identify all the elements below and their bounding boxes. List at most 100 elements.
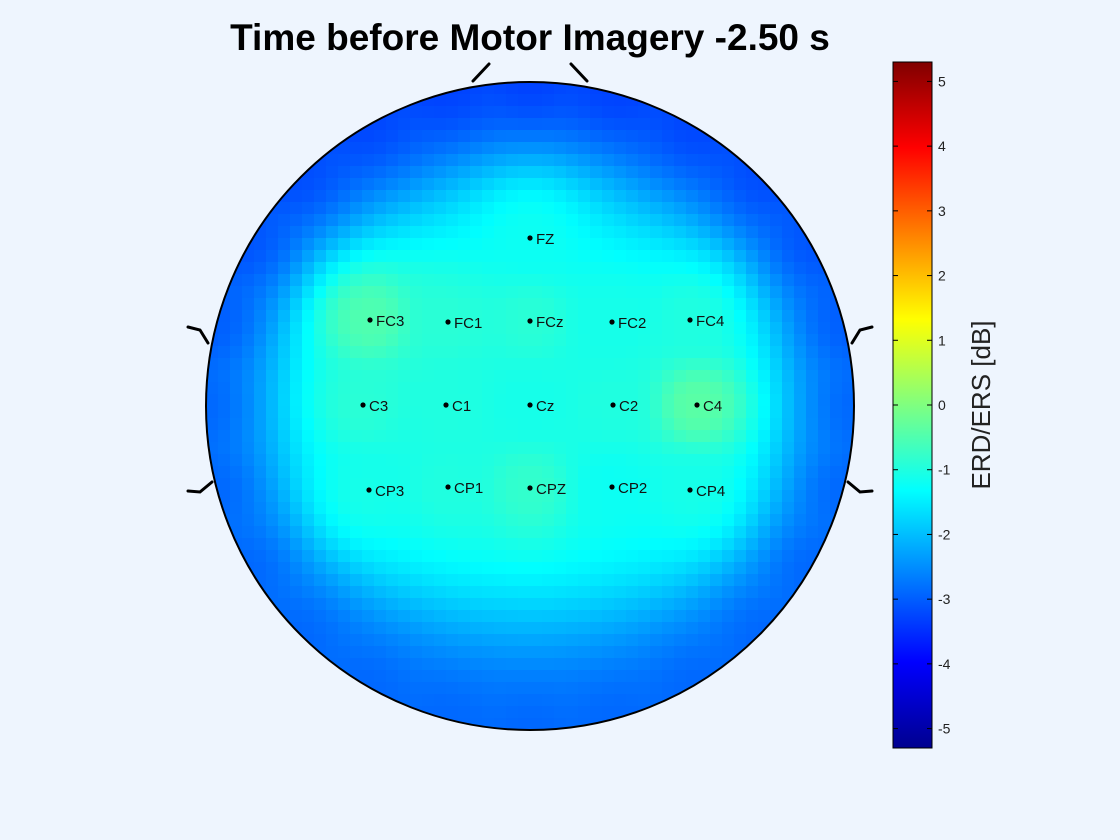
- heatmap-cell: [470, 250, 483, 263]
- heatmap-cell: [506, 694, 519, 707]
- heatmap-cell: [446, 166, 459, 179]
- heatmap-cell: [554, 94, 567, 107]
- heatmap-cell: [614, 694, 627, 707]
- heatmap-cell: [554, 226, 567, 239]
- heatmap-cell: [698, 562, 711, 575]
- heatmap-cell: [554, 346, 567, 359]
- heatmap-cell: [386, 442, 399, 455]
- heatmap-cell: [254, 238, 267, 251]
- heatmap-cell: [782, 250, 795, 263]
- heatmap-cell: [362, 466, 375, 479]
- heatmap-cell: [530, 490, 543, 503]
- heatmap-cell: [374, 322, 387, 335]
- heatmap-cell: [566, 214, 579, 227]
- heatmap-cell: [386, 586, 399, 599]
- heatmap-cell: [734, 394, 747, 407]
- heatmap-cell: [446, 646, 459, 659]
- heatmap-cell: [794, 430, 807, 443]
- heatmap-cell: [650, 466, 663, 479]
- heatmap-cell: [302, 466, 315, 479]
- heatmap-cell: [350, 550, 363, 563]
- heatmap-cell: [458, 262, 471, 275]
- heatmap-cell: [746, 514, 759, 527]
- heatmap-cell: [722, 202, 735, 215]
- heatmap-cell: [374, 466, 387, 479]
- heatmap-cell: [314, 478, 327, 491]
- heatmap-cell: [470, 478, 483, 491]
- heatmap-cell: [410, 646, 423, 659]
- heatmap-cell: [842, 418, 854, 431]
- heatmap-cell: [470, 238, 483, 251]
- heatmap-cell: [806, 334, 819, 347]
- heatmap-cell: [770, 622, 783, 635]
- heatmap-cell: [494, 562, 507, 575]
- heatmap-cell: [422, 610, 435, 623]
- heatmap-cell: [782, 358, 795, 371]
- heatmap-cell: [326, 574, 339, 587]
- heatmap-cell: [518, 370, 531, 383]
- heatmap-cell: [386, 430, 399, 443]
- heatmap-cell: [578, 418, 591, 431]
- heatmap-cell: [530, 538, 543, 551]
- heatmap-cell: [698, 358, 711, 371]
- heatmap-cell: [590, 526, 603, 539]
- heatmap-cell: [482, 550, 495, 563]
- heatmap-cell: [254, 538, 267, 551]
- heatmap-cell: [638, 334, 651, 347]
- heatmap-cell: [530, 286, 543, 299]
- heatmap-cell: [386, 502, 399, 515]
- heatmap-cell: [710, 502, 723, 515]
- heatmap-cell: [314, 418, 327, 431]
- heatmap-cell: [578, 166, 591, 179]
- heatmap-cell: [710, 634, 723, 647]
- heatmap-cell: [602, 706, 615, 719]
- heatmap-cell: [638, 502, 651, 515]
- heatmap-cell: [686, 226, 699, 239]
- heatmap-cell: [290, 394, 303, 407]
- heatmap-cell: [530, 694, 543, 707]
- heatmap-cell: [554, 670, 567, 683]
- heatmap-cell: [350, 634, 363, 647]
- heatmap-cell: [326, 490, 339, 503]
- heatmap-cell: [602, 118, 615, 131]
- heatmap-cell: [734, 622, 747, 635]
- heatmap-cell: [410, 346, 423, 359]
- heatmap-cell: [818, 310, 831, 323]
- heatmap-cell: [518, 322, 531, 335]
- heatmap-cell: [338, 178, 351, 191]
- heatmap-cell: [386, 286, 399, 299]
- heatmap-cell: [470, 202, 483, 215]
- heatmap-cell: [566, 118, 579, 131]
- heatmap-cell: [350, 190, 363, 203]
- heatmap-cell: [590, 214, 603, 227]
- heatmap-cell: [530, 358, 543, 371]
- heatmap-cell: [602, 238, 615, 251]
- heatmap-cell: [434, 514, 447, 527]
- heatmap-cell: [602, 574, 615, 587]
- heatmap-cell: [458, 442, 471, 455]
- heatmap-cell: [290, 274, 303, 287]
- heatmap-cell: [686, 526, 699, 539]
- heatmap-cell: [590, 610, 603, 623]
- heatmap-cell: [602, 682, 615, 695]
- heatmap-cell: [614, 574, 627, 587]
- heatmap-cell: [278, 298, 291, 311]
- colorbar-tick-label: -4: [938, 656, 951, 672]
- heatmap-cell: [518, 430, 531, 443]
- heatmap-cell: [590, 562, 603, 575]
- heatmap-cell: [578, 238, 591, 251]
- heatmap-cell: [338, 394, 351, 407]
- heatmap-cell: [266, 334, 279, 347]
- heatmap-cell: [686, 190, 699, 203]
- heatmap-cell: [602, 142, 615, 155]
- heatmap-cell: [794, 514, 807, 527]
- heatmap-cell: [590, 238, 603, 251]
- heatmap-cell: [554, 310, 567, 323]
- heatmap-cell: [650, 454, 663, 467]
- heatmap-cell: [530, 214, 543, 227]
- heatmap-cell: [722, 346, 735, 359]
- heatmap-cell: [602, 130, 615, 143]
- heatmap-cell: [542, 238, 555, 251]
- heatmap-cell: [758, 346, 771, 359]
